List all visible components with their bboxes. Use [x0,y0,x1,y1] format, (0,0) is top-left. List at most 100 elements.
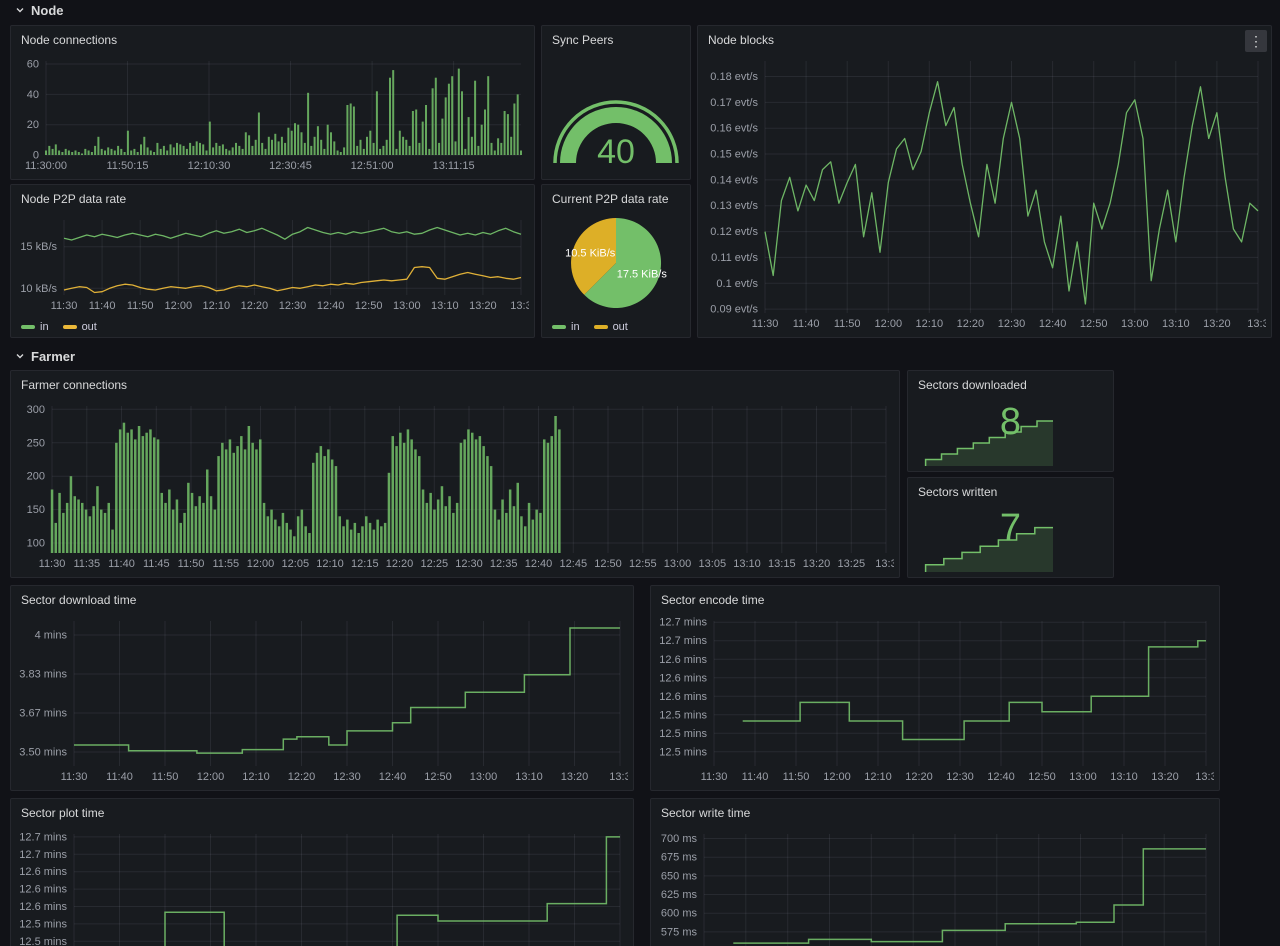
section-header-node[interactable]: Node [14,2,64,18]
chevron-down-icon [16,354,24,359]
svg-text:11:30: 11:30 [51,300,78,312]
panel-title[interactable]: Sync Peers [552,33,614,47]
svg-text:12:15: 12:15 [351,558,379,570]
svg-text:0.09 evt/s: 0.09 evt/s [710,304,758,316]
svg-text:12:35: 12:35 [490,558,518,570]
legend-label-out: out [612,321,628,333]
svg-text:625 ms: 625 ms [661,889,698,901]
panel-sector-write-time: Sector write time 525 ms550 ms575 ms600 … [650,798,1220,946]
svg-text:12:20: 12:20 [288,771,316,783]
svg-text:12:10: 12:10 [203,300,231,312]
svg-text:11:55: 11:55 [212,558,239,570]
svg-text:13:00: 13:00 [393,300,421,312]
sector-download-time-chart[interactable]: 3.50 mins 3.67 mins 3.83 mins 4 mins 11:30 11… [16,613,628,786]
panel-node-connections: Node connections 0 20 40 60 11:30:00 11:50:15… [10,25,535,180]
panel-title[interactable]: Sector download time [21,593,137,607]
svg-text:12:20: 12:20 [905,771,933,783]
svg-text:11:45: 11:45 [143,558,170,570]
svg-text:12:50: 12:50 [594,558,622,570]
svg-text:12:40: 12:40 [379,771,407,783]
svg-text:12:30:45: 12:30:45 [269,160,312,172]
legend-item-in[interactable]: in [552,321,580,333]
chart-svg: 10 kB/s 15 kB/s 11:30 11:40 11:50 12:00 12:10 1… [20,220,529,312]
svg-text:12:10: 12:10 [864,771,892,783]
panel-node-blocks: Node blocks ⋮ 0.09 evt/s 0.1 evt/s 0.11 ev… [697,25,1272,338]
svg-text:575 ms: 575 ms [661,926,698,938]
panel-title[interactable]: Current P2P data rate [552,192,669,206]
svg-text:12:40: 12:40 [317,300,345,312]
panel-title[interactable]: Node connections [21,33,118,47]
svg-text:12:55: 12:55 [629,558,657,570]
chart-svg: 3.50 mins 3.67 mins 3.83 mins 4 mins 11:30 11… [19,621,628,783]
svg-text:12.5 mins: 12.5 mins [659,709,707,721]
sectors-downloaded-sparkline[interactable] [914,397,1107,468]
svg-text:13:20: 13:20 [1203,318,1231,330]
panel-node-p2p-data-rate: Node P2P data rate 10 kB/s 15 kB/s 11:30 11… [10,184,535,338]
current-p2p-rate-pie[interactable]: 17.5 KiB/s 10.5 KiB/s [542,215,690,311]
svg-text:250: 250 [27,437,45,449]
svg-text:13:05: 13:05 [699,558,727,570]
svg-text:0.16 evt/s: 0.16 evt/s [710,123,758,135]
legend-item-out[interactable]: out [593,321,628,333]
svg-text:3.50 mins: 3.50 mins [19,747,67,759]
panel-current-p2p-data-rate: Current P2P data rate 17.5 KiB/s 10.5 KiB… [541,184,691,338]
svg-text:12.6 mins: 12.6 mins [659,654,707,666]
svg-text:12:30: 12:30 [946,771,974,783]
svg-text:12:00: 12:00 [247,558,275,570]
svg-text:13:3: 13:3 [510,300,529,312]
svg-text:11:40: 11:40 [89,300,116,312]
svg-text:12:10: 12:10 [916,318,944,330]
sync-peers-gauge[interactable]: 40 [547,52,685,173]
panel-menu-button[interactable]: ⋮ [1245,30,1267,52]
svg-text:600 ms: 600 ms [661,908,698,920]
svg-text:12.7 mins: 12.7 mins [659,617,707,629]
chart-svg: 40 [553,100,679,171]
panel-title[interactable]: Sector encode time [661,593,765,607]
node-p2p-rate-chart[interactable]: 10 kB/s 15 kB/s 11:30 11:40 11:50 12:00 12:10 1… [16,212,529,315]
node-blocks-chart[interactable]: 0.09 evt/s 0.1 evt/s 0.11 evt/s 0.12 evt/s 0… [703,53,1266,333]
svg-text:12:00: 12:00 [197,771,225,783]
panel-sector-download-time: Sector download time 3.50 mins 3.67 mins 3… [10,585,634,791]
svg-text:700 ms: 700 ms [661,833,698,845]
panel-title[interactable]: Sectors written [918,485,998,499]
svg-text:12:00: 12:00 [875,318,903,330]
panel-title[interactable]: Node P2P data rate [21,192,127,206]
svg-text:0.14 evt/s: 0.14 evt/s [710,174,758,186]
svg-text:12:50: 12:50 [1080,318,1108,330]
legend-item-out[interactable]: out [62,321,97,333]
panel-sectors-written: Sectors written 7 [907,477,1114,578]
svg-text:12.6 mins: 12.6 mins [659,691,707,703]
svg-text:4 mins: 4 mins [35,630,68,642]
node-connections-chart[interactable]: 0 20 40 60 11:30:00 11:50:15 12:10:30 12:30:45 1… [16,53,529,175]
svg-text:13:10: 13:10 [1110,771,1138,783]
panel-title[interactable]: Sector plot time [21,806,105,820]
svg-text:12.6 mins: 12.6 mins [19,866,67,878]
svg-text:650 ms: 650 ms [661,870,698,882]
svg-text:11:30: 11:30 [61,771,88,783]
panel-title[interactable]: Sector write time [661,806,751,820]
sector-encode-time-chart[interactable]: 12.5 mins 12.5 mins 12.5 mins 12.6 mins 12.6… [656,613,1214,786]
svg-text:10.5 KiB/s: 10.5 KiB/s [565,247,616,259]
svg-text:675 ms: 675 ms [661,852,698,864]
panel-title[interactable]: Sectors downloaded [918,378,1027,392]
chevron-down-icon [16,8,24,13]
svg-text:12:05: 12:05 [282,558,310,570]
svg-text:0.15 evt/s: 0.15 evt/s [710,149,758,161]
panel-title[interactable]: Farmer connections [21,378,128,392]
kebab-icon: ⋮ [1249,33,1263,49]
svg-text:12.5 mins: 12.5 mins [659,746,707,758]
farmer-connections-chart[interactable]: 100 150 200 250 300 11:30 11:35 11:40 11:45 11:50… [16,398,894,573]
panel-title[interactable]: Node blocks [708,33,775,47]
svg-text:40: 40 [27,89,39,101]
svg-text:12.6 mins: 12.6 mins [19,901,67,913]
legend-item-in[interactable]: in [21,321,49,333]
chart-legend: in out [552,321,628,333]
section-header-farmer[interactable]: Farmer [14,348,75,364]
sectors-written-sparkline[interactable] [914,504,1107,574]
svg-text:11:50: 11:50 [152,771,179,783]
svg-text:0.11 evt/s: 0.11 evt/s [711,252,758,264]
